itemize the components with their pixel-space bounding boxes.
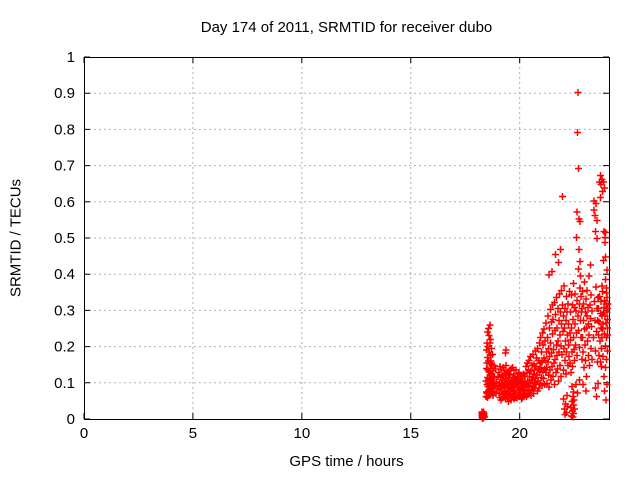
y-tick-label: 0 <box>67 411 75 428</box>
y-tick-label: 1 <box>67 49 75 66</box>
x-tick-label: 15 <box>402 425 419 442</box>
data-points <box>478 89 612 422</box>
x-tick-label: 10 <box>293 425 310 442</box>
x-tick-label: 0 <box>80 425 88 442</box>
y-tick-label: 0.1 <box>54 375 75 392</box>
y-tick-label: 0.3 <box>54 302 75 319</box>
y-tick-label: 0.2 <box>54 339 75 356</box>
y-tick-label: 0.8 <box>54 121 75 138</box>
y-tick-label: 0.6 <box>54 194 75 211</box>
plot-border <box>84 57 610 420</box>
grid-lines <box>84 57 609 419</box>
chart-title: Day 174 of 2011, SRMTID for receiver dub… <box>200 19 493 36</box>
y-tick-label: 0.7 <box>54 158 75 175</box>
x-tick-label: 5 <box>189 425 197 442</box>
y-tick-label: 0.4 <box>54 266 75 283</box>
x-axis-label: GPS time / hours <box>289 453 404 470</box>
y-tick-label: 0.9 <box>54 85 75 102</box>
y-tick-label: 0.5 <box>54 230 75 247</box>
x-tick-label: 20 <box>511 425 528 442</box>
